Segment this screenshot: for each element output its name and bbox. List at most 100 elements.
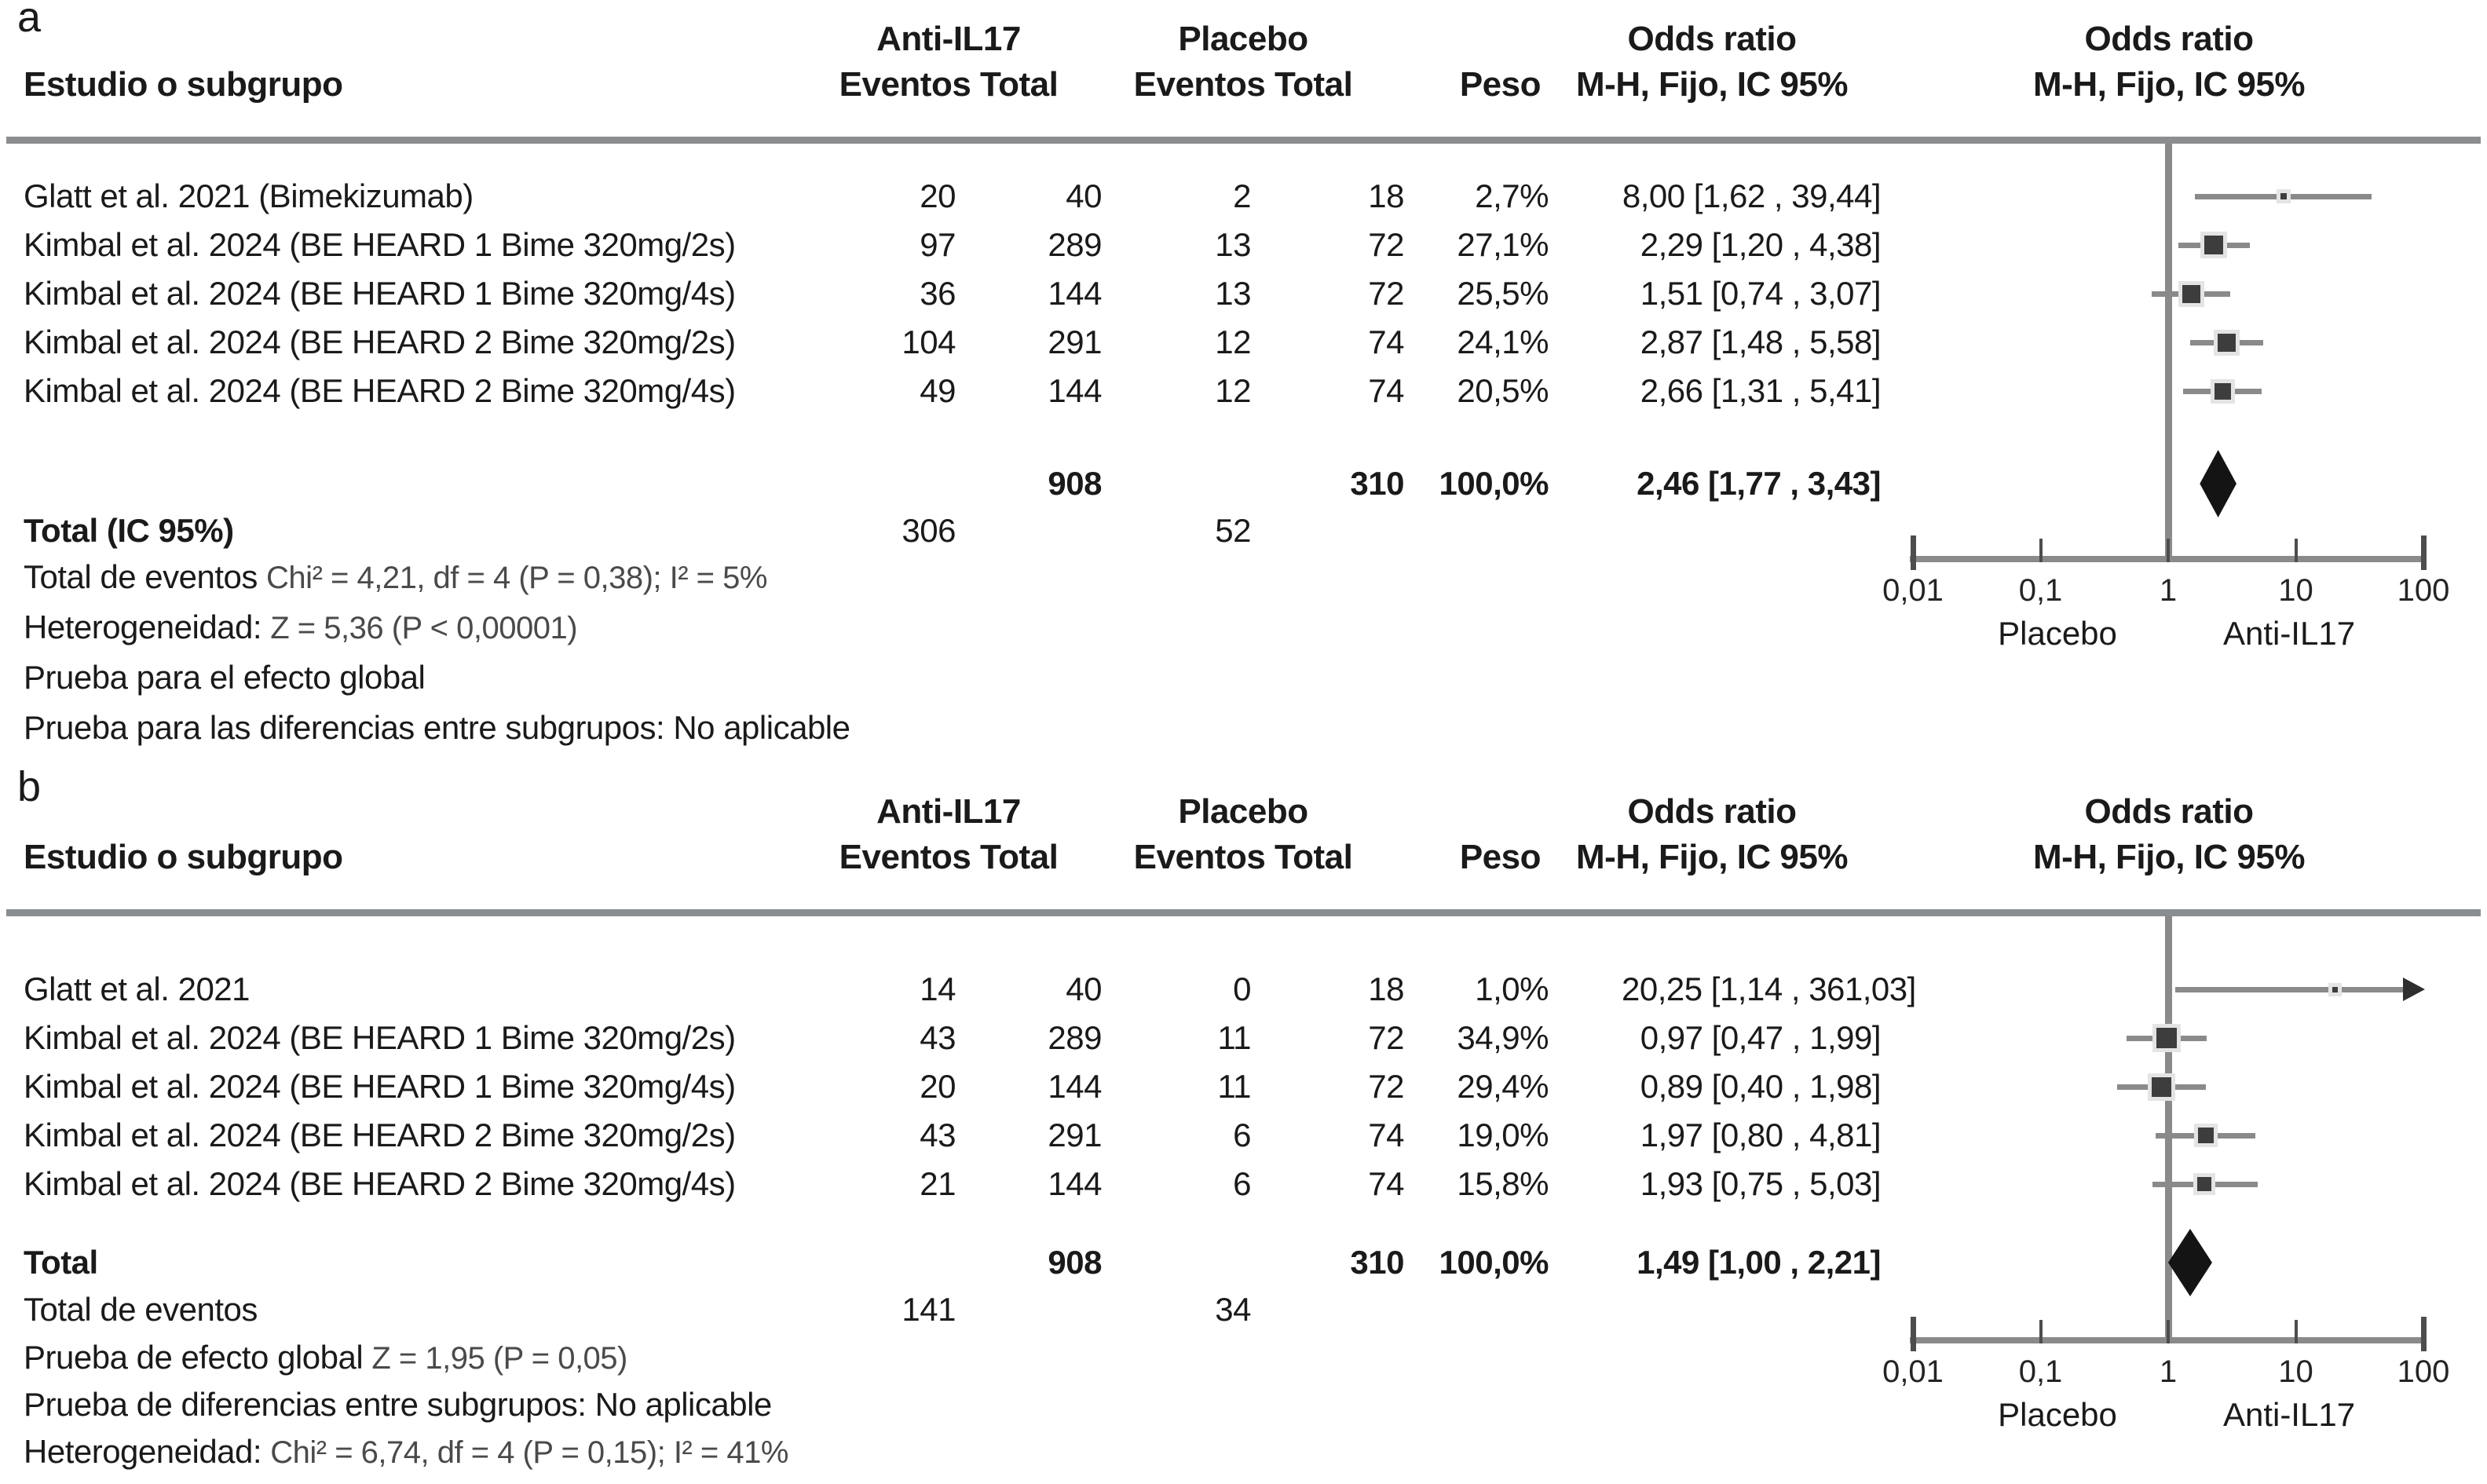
- total-treatment: 144: [1048, 275, 1102, 312]
- col-odds-ratio-text: Odds ratio: [1627, 20, 1797, 58]
- events-treatment: 36: [920, 275, 956, 312]
- events-placebo: 6: [1233, 1165, 1251, 1202]
- total-placebo: 72: [1368, 275, 1404, 312]
- stat-value: Z = 1,95 (P = 0,05): [371, 1341, 627, 1376]
- events-treatment: 21: [920, 1165, 956, 1202]
- axis-tick-label: 10: [2278, 1354, 2313, 1389]
- weight-value: 24,1%: [1457, 323, 1549, 360]
- or-square: [2204, 236, 2224, 254]
- study-name: Kimbal et al. 2024 (BE HEARD 1 Bime 320m…: [24, 275, 736, 312]
- or-ci-text: 2,66 [1,31 , 5,41]: [1640, 372, 1882, 409]
- col-weight-header: Peso: [1459, 65, 1542, 104]
- col-events-total-1: Eventos Total: [839, 65, 1059, 104]
- total-placebo: 72: [1368, 1019, 1404, 1056]
- events-treatment: 14: [920, 970, 956, 1007]
- total-placebo: 74: [1368, 1165, 1404, 1202]
- axis-tick-label: 0,01: [1882, 573, 1944, 608]
- axis-tick: [2039, 539, 2043, 562]
- weight-total: 100,0%: [1439, 1244, 1549, 1281]
- total-treatment: 40: [1066, 970, 1102, 1007]
- total-label: Total: [24, 1244, 98, 1281]
- or-ci-text: 2,87 [1,48 , 5,58]: [1640, 323, 1882, 360]
- stat-label: Heterogeneidad:: [24, 1433, 271, 1470]
- stat-value: Chi² = 4,21, df = 4 (P = 0,38); I² = 5%: [266, 561, 767, 595]
- weight-value: 19,0%: [1457, 1117, 1549, 1153]
- or-ci-text: 2,29 [1,20 , 4,38]: [1640, 226, 1882, 263]
- events-placebo: 0: [1233, 970, 1251, 1007]
- total-events-placebo: 52: [1215, 512, 1251, 549]
- events-treatment: 20: [920, 1068, 956, 1105]
- or-ci-total-text: 1,49 [1,00 , 2,21]: [1637, 1244, 1881, 1281]
- stat-line: Prueba de diferencias entre subgrupos: N…: [24, 1387, 772, 1423]
- col-group-placebo: Placebo: [1178, 792, 1308, 831]
- total-placebo: 74: [1368, 323, 1404, 360]
- total-events-label: Total de eventos: [24, 1291, 258, 1328]
- total-placebo: 74: [1368, 372, 1404, 409]
- stat-label: Total de eventos: [24, 558, 267, 595]
- total-placebo: 74: [1368, 1117, 1404, 1153]
- col-mh-fijo-text: M-H, Fijo, IC 95%: [1576, 65, 1848, 104]
- col-weight-header: Peso: [1459, 838, 1542, 876]
- or-ci-text: 1,51 [0,74 , 3,07]: [1640, 275, 1882, 312]
- axis-tick-label: 0,1: [2018, 1354, 2063, 1389]
- panel-label-a: a: [17, 0, 42, 41]
- axis-tick: [2039, 1320, 2043, 1343]
- col-study-header: Estudio o subgrupo: [24, 838, 343, 876]
- or-ci-text: 1,93 [0,75 , 5,03]: [1640, 1165, 1882, 1202]
- axis-tick-label: 100: [2397, 1354, 2450, 1389]
- panel-label-b: b: [17, 763, 42, 810]
- stat-line: Total de eventos Chi² = 4,21, df = 4 (P …: [24, 559, 767, 596]
- stat-line: Prueba de efecto global Z = 1,95 (P = 0,…: [24, 1340, 627, 1376]
- events-treatment: 43: [920, 1117, 956, 1153]
- stat-label: Prueba para las diferencias entre subgru…: [24, 709, 850, 746]
- events-treatment: 43: [920, 1019, 956, 1056]
- events-placebo: 6: [1233, 1117, 1251, 1153]
- axis-group-label-right: Anti-IL17: [2222, 1396, 2356, 1433]
- axis-group-label-right: Anti-IL17: [2222, 615, 2356, 652]
- or-ci-text: 8,00 [1,62 , 39,44]: [1622, 177, 1882, 214]
- study-name: Kimbal et al. 2024 (BE HEARD 1 Bime 320m…: [24, 226, 736, 263]
- summary-diamond: [2168, 1229, 2212, 1296]
- total-placebo: 72: [1368, 1068, 1404, 1105]
- total-treatment: 291: [1048, 1117, 1102, 1153]
- events-placebo: 12: [1215, 323, 1251, 360]
- col-study-header: Estudio o subgrupo: [24, 65, 343, 104]
- total-placebo: 18: [1368, 970, 1404, 1007]
- events-placebo: 11: [1217, 1068, 1251, 1105]
- axis-tick: [1910, 535, 1916, 570]
- ci-arrow-right: [2403, 978, 2425, 1001]
- total-treatment: 144: [1048, 1068, 1102, 1105]
- events-placebo: 13: [1215, 275, 1251, 312]
- weight-value: 20,5%: [1457, 372, 1549, 409]
- or-ci-text: 1,97 [0,80 , 4,81]: [1640, 1117, 1882, 1153]
- axis-tick-label: 0,01: [1882, 1354, 1944, 1389]
- stat-value: Chi² = 6,74, df = 4 (P = 0,15); I² = 41%: [270, 1435, 788, 1470]
- col-odds-ratio-plot: Odds ratio: [2084, 20, 2254, 58]
- total-treatment: 144: [1048, 1165, 1102, 1202]
- stat-label: Prueba de diferencias entre subgrupos: N…: [24, 1386, 772, 1423]
- stat-line: Heterogeneidad: Z = 5,36 (P < 0,00001): [24, 609, 578, 646]
- total-placebo-sum: 310: [1350, 1244, 1404, 1281]
- axis-tick: [2420, 1317, 2427, 1351]
- total-treatment: 40: [1066, 177, 1102, 214]
- study-name: Kimbal et al. 2024 (BE HEARD 1 Bime 320m…: [24, 1019, 736, 1056]
- plot-centerline: [2165, 144, 2172, 562]
- events-treatment: 104: [902, 323, 956, 360]
- axis-tick: [2167, 1320, 2170, 1343]
- axis-tick-label: 1: [2159, 1354, 2178, 1389]
- weight-value: 27,1%: [1457, 226, 1549, 263]
- col-group-placebo: Placebo: [1178, 20, 1308, 58]
- stat-line: Prueba para las diferencias entre subgru…: [24, 710, 850, 746]
- total-treatment: 144: [1048, 372, 1102, 409]
- study-name: Kimbal et al. 2024 (BE HEARD 2 Bime 320m…: [24, 1165, 736, 1202]
- header-rule: [6, 909, 2481, 916]
- events-placebo: 12: [1215, 372, 1251, 409]
- axis-tick: [2420, 535, 2427, 570]
- col-mh-fijo-plot: M-H, Fijo, IC 95%: [2033, 65, 2305, 104]
- or-square: [2280, 193, 2287, 199]
- stat-label: Prueba para el efecto global: [24, 659, 426, 696]
- summary-diamond: [2200, 450, 2236, 517]
- col-mh-fijo-text: M-H, Fijo, IC 95%: [1576, 838, 1848, 876]
- events-treatment: 97: [920, 226, 956, 263]
